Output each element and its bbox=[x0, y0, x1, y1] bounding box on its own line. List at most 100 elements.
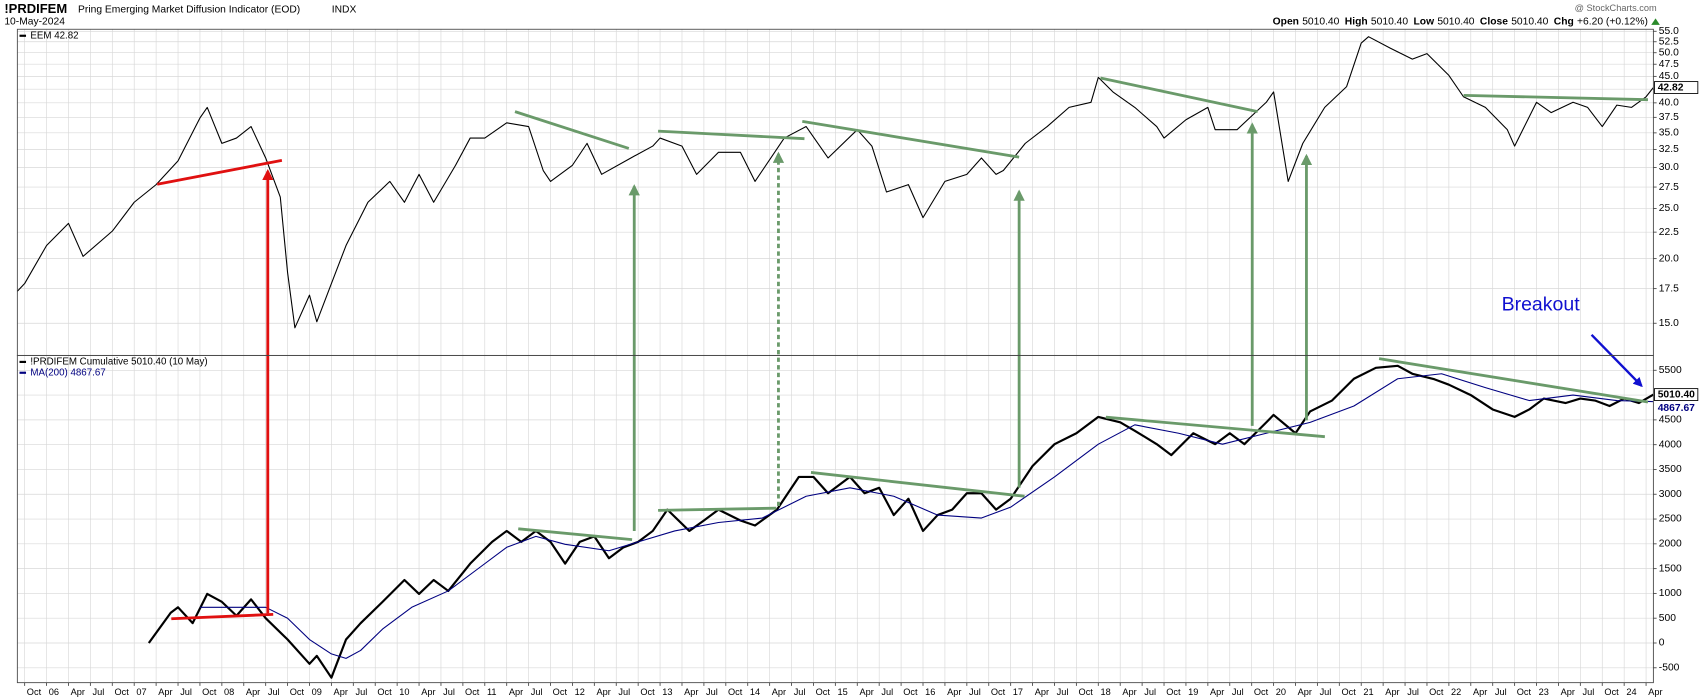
last-value-box bbox=[1654, 388, 1699, 401]
data-layer bbox=[16, 36, 1654, 679]
plot-frame bbox=[16, 354, 1654, 684]
x-tick-label: Oct bbox=[1166, 687, 1181, 697]
y-tick-label: 500 bbox=[1659, 613, 1676, 624]
x-tick-label: 14 bbox=[750, 687, 760, 697]
y-tick-label: 52.5 bbox=[1659, 36, 1679, 47]
x-tick-label: Jul bbox=[1232, 687, 1244, 697]
last-value-box bbox=[1654, 402, 1698, 415]
x-tick-label: Jul bbox=[618, 687, 630, 697]
x-tick-label: 21 bbox=[1363, 687, 1373, 697]
trend-line bbox=[1100, 76, 1258, 113]
series-line bbox=[147, 364, 1654, 679]
legend-label: !PRDIFEM Cumulative 5010.40 (10 May) bbox=[30, 356, 207, 367]
x-tick-label: 10 bbox=[399, 687, 409, 697]
x-tick-label: Oct bbox=[114, 687, 129, 697]
quote-label: Close bbox=[1480, 16, 1508, 27]
x-tick-label: Jul bbox=[1495, 687, 1507, 697]
x-tick-label: Apr bbox=[1122, 687, 1136, 697]
x-tick-label: Oct bbox=[1254, 687, 1269, 697]
x-tick-label: Apr bbox=[71, 687, 85, 697]
description: Pring Emerging Market Diffusion Indicato… bbox=[78, 4, 300, 15]
x-tick-label: Oct bbox=[903, 687, 918, 697]
y-tick-label: -500 bbox=[1659, 663, 1680, 674]
x-tick-label: 16 bbox=[925, 687, 935, 697]
x-tick-label: Jul bbox=[706, 687, 718, 697]
x-tick-label: Apr bbox=[246, 687, 260, 697]
x-tick-label: Jul bbox=[93, 687, 105, 697]
x-tick-label: Jul bbox=[1144, 687, 1156, 697]
x-tick-label: Oct bbox=[377, 687, 392, 697]
x-tick-label: Apr bbox=[421, 687, 435, 697]
y-tick-label: 0 bbox=[1659, 638, 1665, 649]
x-tick-label: 08 bbox=[224, 687, 234, 697]
quote-value: 5010.40 bbox=[1371, 16, 1408, 27]
x-tick-label: Oct bbox=[290, 687, 305, 697]
quote-value: 5010.40 bbox=[1437, 16, 1474, 27]
y-tick-label: 40.0 bbox=[1659, 98, 1679, 109]
symbol: !PRDIFEM bbox=[4, 1, 67, 16]
last-value-label: 42.82 bbox=[1658, 82, 1684, 93]
x-tick-label: Jul bbox=[969, 687, 981, 697]
x-tick-label: 06 bbox=[49, 687, 59, 697]
x-tick-label: Oct bbox=[816, 687, 831, 697]
y-tick-label: 22.5 bbox=[1659, 227, 1679, 238]
y-tick-label: 17.5 bbox=[1659, 283, 1679, 294]
x-tick-label: Oct bbox=[640, 687, 655, 697]
date: 10-May-2024 bbox=[4, 16, 65, 27]
y-tick-label: 3000 bbox=[1659, 489, 1682, 500]
x-tick-label: Apr bbox=[1210, 687, 1224, 697]
x-tick-label: Apr bbox=[684, 687, 698, 697]
x-tick-label: Jul bbox=[355, 687, 367, 697]
x-tick-label: 07 bbox=[136, 687, 146, 697]
x-tick-label: Oct bbox=[1517, 687, 1532, 697]
trend-line bbox=[810, 471, 1025, 498]
x-tick-label: Apr bbox=[1035, 687, 1049, 697]
quote-label: Low bbox=[1414, 16, 1436, 27]
x-tick-label: Apr bbox=[334, 687, 348, 697]
y-tick-label: 35.0 bbox=[1659, 128, 1679, 139]
x-tick-label: Apr bbox=[1473, 687, 1487, 697]
y-tick-label: 45.0 bbox=[1659, 71, 1679, 82]
x-tick-label: Jul bbox=[180, 687, 192, 697]
x-tick-label: Jul bbox=[1407, 687, 1419, 697]
source: @ StockCharts.com bbox=[1575, 3, 1657, 13]
x-tick-label: Oct bbox=[1079, 687, 1094, 697]
x-tick-label: 17 bbox=[1013, 687, 1023, 697]
quote-label: Open bbox=[1273, 16, 1299, 27]
x-tick-label: Apr bbox=[1298, 687, 1312, 697]
last-value-box bbox=[1654, 81, 1699, 94]
x-tick-label: 11 bbox=[487, 687, 497, 697]
x-tick-label: Oct bbox=[728, 687, 743, 697]
y-tick-label: 2000 bbox=[1659, 539, 1682, 550]
x-tick-label: 12 bbox=[575, 687, 585, 697]
x-tick-label: Apr bbox=[158, 687, 172, 697]
x-tick-label: Oct bbox=[1341, 687, 1356, 697]
trend-line bbox=[802, 119, 1020, 159]
y-tick-label: 3500 bbox=[1659, 464, 1682, 475]
x-tick-label: Jul bbox=[1320, 687, 1332, 697]
series-line bbox=[16, 36, 1654, 329]
trend-line bbox=[658, 129, 805, 141]
x-tick-label: 20 bbox=[1276, 687, 1286, 697]
y-tick-label: 2500 bbox=[1659, 514, 1682, 525]
trend-line bbox=[658, 506, 777, 512]
x-tick-label: Apr bbox=[1648, 687, 1662, 697]
y-tick-label: 20.0 bbox=[1659, 253, 1679, 264]
trend-line bbox=[1378, 357, 1649, 404]
series-line bbox=[199, 373, 1654, 659]
x-tick-label: Jul bbox=[794, 687, 806, 697]
x-tick-label: 15 bbox=[838, 687, 848, 697]
x-tick-label: Apr bbox=[1385, 687, 1399, 697]
x-tick-label: Apr bbox=[859, 687, 873, 697]
y-tick-label: 4500 bbox=[1659, 415, 1682, 426]
y-tick-label: 47.5 bbox=[1659, 59, 1679, 70]
x-tick-label: Oct bbox=[1604, 687, 1619, 697]
x-tick-label: Oct bbox=[991, 687, 1006, 697]
exchange: INDX bbox=[332, 4, 357, 15]
y-tick-label: 5500 bbox=[1659, 365, 1682, 376]
legend-label: MA(200) 4867.67 bbox=[30, 367, 105, 378]
x-tick-label: Apr bbox=[947, 687, 961, 697]
trend-line bbox=[514, 110, 630, 150]
